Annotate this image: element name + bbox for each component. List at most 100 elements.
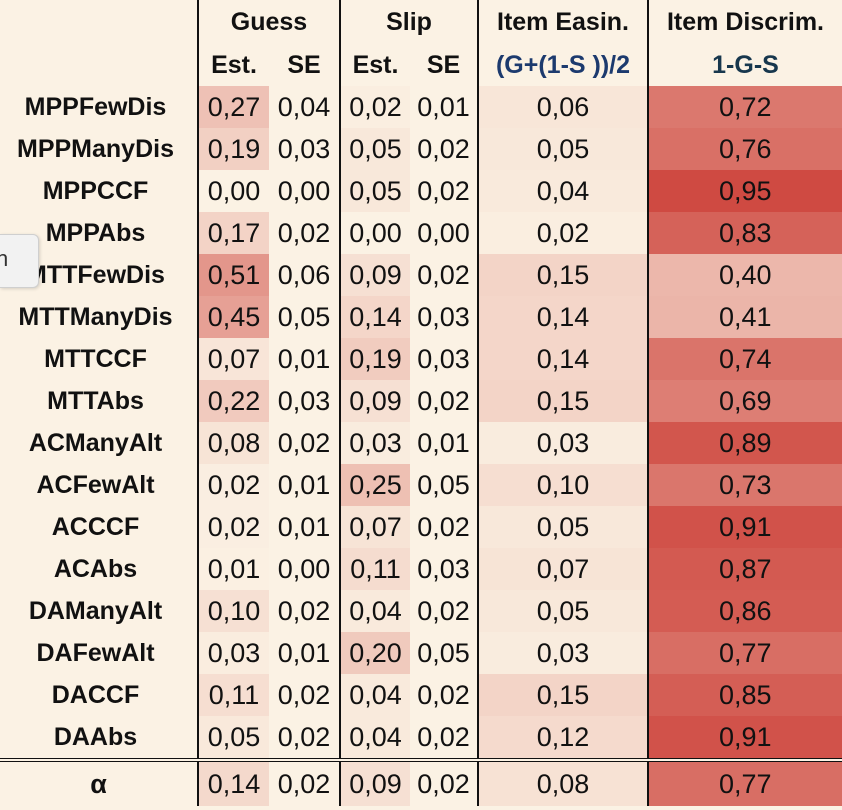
row-label: MTTCCF xyxy=(44,344,147,373)
cell-discrimination: 0,72 xyxy=(647,86,842,128)
cell-easiness: 0,02 xyxy=(477,212,648,254)
cell-guess-est: 0,19 xyxy=(197,128,269,170)
cell-slip-est: 0,04 xyxy=(339,674,410,716)
cell-guess-se: 0,03 xyxy=(277,385,331,416)
cell-slip-est: 0,09 xyxy=(339,758,410,806)
row-label: ACAbs xyxy=(53,554,138,583)
cell-discrimination: 0,76 xyxy=(647,128,842,170)
cell-slip-se: 0,02 xyxy=(417,385,470,416)
cell-guess-se: 0,01 xyxy=(277,637,331,668)
cell-guess-est: 0,01 xyxy=(197,548,269,590)
table-row: DAAbs 0,05 0,02 0,04 0,02 0,12 0,91 xyxy=(0,716,842,760)
header-slip-se: SE xyxy=(426,50,461,79)
cell-discrimination: 0,86 xyxy=(647,590,842,632)
row-label: MPPFewDis xyxy=(24,92,167,121)
header-sub-row: Est. SE Est. SE (G+(1-S ))/2 1-G-S xyxy=(0,44,842,86)
table-row: MTTCCF 0,07 0,01 0,19 0,03 0,14 0,74 xyxy=(0,338,842,380)
cell-guess-se: 0,01 xyxy=(277,343,331,374)
cell-discrimination: 0,41 xyxy=(647,296,842,338)
cell-slip-se: 0,02 xyxy=(410,758,478,806)
cell-discrimination: 0,91 xyxy=(647,716,842,760)
cell-easiness: 0,05 xyxy=(477,590,648,632)
cell-slip-est: 0,04 xyxy=(339,716,410,760)
table-row: MPPManyDis 0,19 0,03 0,05 0,02 0,05 0,76 xyxy=(0,128,842,170)
cell-guess-se: 0,02 xyxy=(269,758,340,806)
cell-guess-se: 0,02 xyxy=(277,679,331,710)
cell-easiness: 0,04 xyxy=(477,170,648,212)
table-row: ACFewAlt 0,02 0,01 0,25 0,05 0,10 0,73 xyxy=(0,464,842,506)
side-tab[interactable]: n xyxy=(0,234,39,288)
cell-discrimination: 0,40 xyxy=(647,254,842,296)
cell-guess-est: 0,27 xyxy=(197,86,269,128)
cell-guess-est: 0,02 xyxy=(197,506,269,548)
cell-easiness: 0,03 xyxy=(477,632,648,674)
table-row: DAFewAlt 0,03 0,01 0,20 0,05 0,03 0,77 xyxy=(0,632,842,674)
cell-slip-est: 0,07 xyxy=(339,506,410,548)
cell-discrimination: 0,77 xyxy=(647,758,842,806)
cell-guess-se: 0,00 xyxy=(277,553,331,584)
cell-discrimination: 0,83 xyxy=(647,212,842,254)
cell-discrimination: 0,73 xyxy=(647,464,842,506)
cell-slip-se: 0,02 xyxy=(417,259,470,290)
cell-guess-est: 0,05 xyxy=(197,716,269,760)
cell-guess-est: 0,02 xyxy=(197,464,269,506)
cell-slip-se: 0,02 xyxy=(417,133,470,164)
cell-guess-est: 0,17 xyxy=(197,212,269,254)
cell-discrimination: 0,95 xyxy=(647,170,842,212)
cell-easiness: 0,15 xyxy=(477,254,648,296)
table-row: MPPAbs 0,17 0,02 0,00 0,00 0,02 0,83 xyxy=(0,212,842,254)
cell-guess-se: 0,06 xyxy=(277,259,331,290)
cell-slip-se: 0,02 xyxy=(417,175,470,206)
cell-slip-se: 0,02 xyxy=(417,595,470,626)
cell-guess-se: 0,02 xyxy=(277,721,331,752)
table-row: ACAbs 0,01 0,00 0,11 0,03 0,07 0,87 xyxy=(0,548,842,590)
table-row: MPPCCF 0,00 0,00 0,05 0,02 0,04 0,95 xyxy=(0,170,842,212)
cell-discrimination: 0,87 xyxy=(647,548,842,590)
summary-row: α 0,14 0,02 0,09 0,02 0,08 0,77 xyxy=(0,758,842,806)
cell-slip-se: 0,03 xyxy=(417,343,470,374)
cell-discrimination: 0,85 xyxy=(647,674,842,716)
cell-guess-se: 0,01 xyxy=(277,469,331,500)
row-label: DACCF xyxy=(51,680,140,709)
cell-easiness: 0,03 xyxy=(477,422,648,464)
table-row: MPPFewDis 0,27 0,04 0,02 0,01 0,06 0,72 xyxy=(0,86,842,128)
cell-slip-est: 0,09 xyxy=(339,254,410,296)
row-label: MTTManyDis xyxy=(18,302,173,331)
table-row: DACCF 0,11 0,02 0,04 0,02 0,15 0,85 xyxy=(0,674,842,716)
header-item-easiness: Item Easin. xyxy=(477,0,648,44)
cell-slip-est: 0,20 xyxy=(339,632,410,674)
cell-guess-est: 0,03 xyxy=(197,632,269,674)
cell-slip-est: 0,05 xyxy=(339,128,410,170)
cell-guess-se: 0,05 xyxy=(277,301,331,332)
header-slip-est: Est. xyxy=(339,44,410,86)
row-label: DAManyAlt xyxy=(28,596,163,625)
row-label: MPPAbs xyxy=(45,218,146,247)
header-group-row: Guess Slip Item Easin. Item Discrim. xyxy=(0,0,842,44)
cell-easiness: 0,15 xyxy=(477,380,648,422)
table-row: DAManyAlt 0,10 0,02 0,04 0,02 0,05 0,86 xyxy=(0,590,842,632)
row-label: ACCCF xyxy=(51,512,140,541)
cell-guess-est: 0,10 xyxy=(197,590,269,632)
table-row: MTTManyDis 0,45 0,05 0,14 0,03 0,14 0,41 xyxy=(0,296,842,338)
table-row: ACCCF 0,02 0,01 0,07 0,02 0,05 0,91 xyxy=(0,506,842,548)
cell-slip-est: 0,04 xyxy=(339,590,410,632)
cell-discrimination: 0,77 xyxy=(647,632,842,674)
row-label: MTTFewDis xyxy=(26,260,165,289)
cell-slip-se: 0,02 xyxy=(417,721,470,752)
header-item-discrimination: Item Discrim. xyxy=(647,0,842,44)
cell-guess-est: 0,00 xyxy=(197,170,269,212)
cell-slip-est: 0,25 xyxy=(339,464,410,506)
cell-slip-se: 0,01 xyxy=(417,91,470,122)
header-guess-se: SE xyxy=(287,50,321,79)
row-label: MTTAbs xyxy=(47,386,144,415)
cell-slip-est: 0,11 xyxy=(339,548,410,590)
cell-guess-est: 0,14 xyxy=(197,758,269,806)
cell-guess-est: 0,11 xyxy=(197,674,269,716)
cell-guess-se: 0,02 xyxy=(277,217,331,248)
header-easiness-formula: (G+(1-S ))/2 xyxy=(477,44,648,86)
cell-easiness: 0,05 xyxy=(477,506,648,548)
cell-slip-est: 0,09 xyxy=(339,380,410,422)
cell-easiness: 0,14 xyxy=(477,296,648,338)
cell-guess-se: 0,03 xyxy=(277,133,331,164)
